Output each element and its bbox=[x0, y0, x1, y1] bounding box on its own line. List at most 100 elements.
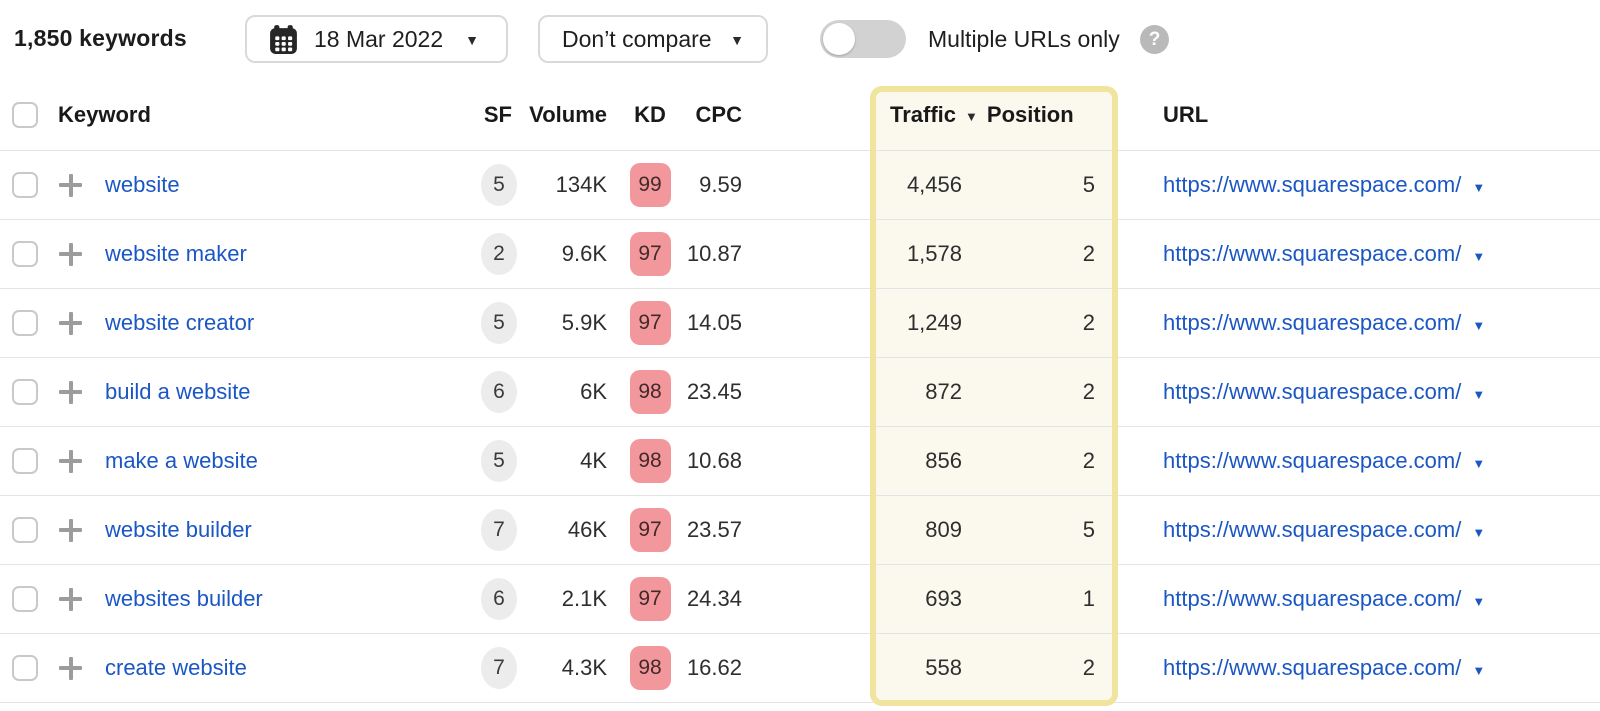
plus-icon bbox=[59, 587, 82, 611]
add-to-list-button[interactable] bbox=[59, 311, 82, 335]
add-to-list-button[interactable] bbox=[59, 587, 82, 611]
volume-value: 46K bbox=[567, 517, 607, 542]
kd-badge: 99 bbox=[629, 163, 671, 207]
url-dropdown-icon[interactable]: ▼ bbox=[1472, 317, 1486, 333]
volume-value: 134K bbox=[555, 172, 607, 197]
keyword-link[interactable]: website builder bbox=[105, 517, 252, 542]
row-checkbox[interactable] bbox=[12, 655, 38, 681]
help-icon[interactable]: ? bbox=[1140, 25, 1169, 54]
url-dropdown-icon[interactable]: ▼ bbox=[1472, 248, 1486, 264]
toggle-knob bbox=[823, 23, 855, 55]
chevron-down-icon: ▼ bbox=[465, 32, 479, 48]
url-link[interactable]: https://www.squarespace.com/ bbox=[1163, 310, 1462, 335]
column-header-kd[interactable]: KD bbox=[634, 102, 666, 127]
row-checkbox[interactable] bbox=[12, 379, 38, 405]
column-header-sf[interactable]: SF bbox=[483, 102, 512, 127]
traffic-value: 558 bbox=[925, 655, 962, 680]
column-header-traffic[interactable]: Traffic bbox=[890, 102, 957, 127]
table-row: website builder 7 46K 97 23.57 809 5 htt… bbox=[0, 495, 1600, 564]
traffic-value: 872 bbox=[925, 379, 962, 404]
kd-badge: 97 bbox=[629, 577, 671, 621]
row-checkbox[interactable] bbox=[12, 310, 38, 336]
sf-badge: 6 bbox=[481, 578, 517, 620]
position-value: 2 bbox=[1082, 241, 1095, 266]
sf-badge: 5 bbox=[481, 164, 517, 206]
column-header-url[interactable]: URL bbox=[1163, 102, 1209, 127]
keywords-count: 1,850 keywords bbox=[14, 25, 187, 51]
plus-icon bbox=[59, 656, 82, 680]
url-dropdown-icon[interactable]: ▼ bbox=[1472, 662, 1486, 678]
sf-badge: 2 bbox=[481, 233, 517, 275]
url-link[interactable]: https://www.squarespace.com/ bbox=[1163, 517, 1462, 542]
add-to-list-button[interactable] bbox=[59, 173, 82, 197]
keyword-link[interactable]: create website bbox=[105, 655, 247, 680]
highlight-box-fill bbox=[870, 86, 1118, 706]
cpc-value: 23.45 bbox=[686, 379, 742, 404]
url-dropdown-icon[interactable]: ▼ bbox=[1472, 455, 1486, 471]
cpc-value: 9.59 bbox=[699, 172, 742, 197]
sf-badge: 5 bbox=[481, 440, 517, 482]
keyword-link[interactable]: website maker bbox=[105, 241, 247, 266]
volume-value: 4K bbox=[580, 448, 607, 473]
row-checkbox[interactable] bbox=[12, 172, 38, 198]
row-checkbox[interactable] bbox=[12, 586, 38, 612]
cpc-value: 16.62 bbox=[686, 655, 742, 680]
sf-badge: 5 bbox=[481, 302, 517, 344]
row-checkbox[interactable] bbox=[12, 517, 38, 543]
column-header-cpc[interactable]: CPC bbox=[695, 102, 742, 127]
url-link[interactable]: https://www.squarespace.com/ bbox=[1163, 655, 1462, 680]
cpc-value: 24.34 bbox=[686, 586, 742, 611]
table-row: make a website 5 4K 98 10.68 856 2 https… bbox=[0, 426, 1600, 495]
url-dropdown-icon[interactable]: ▼ bbox=[1472, 524, 1486, 540]
column-header-keyword[interactable]: Keyword bbox=[58, 102, 151, 127]
url-link[interactable]: https://www.squarespace.com/ bbox=[1163, 448, 1462, 473]
url-link[interactable]: https://www.squarespace.com/ bbox=[1163, 172, 1462, 197]
position-value: 2 bbox=[1082, 655, 1095, 680]
url-dropdown-icon[interactable]: ▼ bbox=[1472, 179, 1486, 195]
add-to-list-button[interactable] bbox=[59, 449, 82, 473]
traffic-value: 1,249 bbox=[906, 310, 962, 335]
url-link[interactable]: https://www.squarespace.com/ bbox=[1163, 241, 1462, 266]
add-to-list-button[interactable] bbox=[59, 242, 82, 266]
sf-badge: 6 bbox=[481, 371, 517, 413]
volume-value: 2.1K bbox=[561, 586, 607, 611]
column-header-position[interactable]: Position bbox=[986, 102, 1074, 127]
url-dropdown-icon[interactable]: ▼ bbox=[1472, 386, 1486, 402]
volume-value: 9.6K bbox=[561, 241, 607, 266]
table-row: website 5 134K 99 9.59 4,456 5 https://w… bbox=[0, 150, 1600, 219]
url-link[interactable]: https://www.squarespace.com/ bbox=[1163, 586, 1462, 611]
table-row: website creator 5 5.9K 97 14.05 1,249 2 … bbox=[0, 288, 1600, 357]
keyword-link[interactable]: website creator bbox=[105, 310, 255, 335]
keyword-link[interactable]: websites builder bbox=[105, 586, 263, 611]
position-value: 5 bbox=[1082, 517, 1095, 542]
keyword-link[interactable]: make a website bbox=[105, 448, 258, 473]
add-to-list-button[interactable] bbox=[59, 656, 82, 680]
column-header-volume[interactable]: Volume bbox=[529, 102, 607, 127]
table-row: websites builder 6 2.1K 97 24.34 693 1 h… bbox=[0, 564, 1600, 633]
cpc-value: 10.68 bbox=[686, 448, 742, 473]
keywords-table: Keyword SF Volume KD CPC Traffic ▼ Posit… bbox=[0, 80, 1600, 706]
url-dropdown-icon[interactable]: ▼ bbox=[1472, 593, 1486, 609]
add-to-list-button[interactable] bbox=[59, 380, 82, 404]
plus-icon bbox=[59, 449, 82, 473]
url-link[interactable]: https://www.squarespace.com/ bbox=[1163, 379, 1462, 404]
table-header-row: Keyword SF Volume KD CPC Traffic ▼ Posit… bbox=[0, 80, 1600, 150]
row-checkbox[interactable] bbox=[12, 241, 38, 267]
select-all-checkbox[interactable] bbox=[12, 102, 38, 128]
kd-badge: 97 bbox=[629, 301, 671, 345]
date-picker-button[interactable]: 18 Mar 2022 ▼ bbox=[245, 15, 508, 63]
compare-mode-button[interactable]: Don’t compare ▼ bbox=[538, 15, 768, 63]
plus-icon bbox=[59, 173, 82, 197]
keyword-link[interactable]: website bbox=[105, 172, 180, 197]
traffic-value: 4,456 bbox=[906, 172, 962, 197]
add-to-list-button[interactable] bbox=[59, 518, 82, 542]
position-value: 1 bbox=[1082, 586, 1095, 611]
kd-badge: 98 bbox=[629, 370, 671, 414]
keyword-link[interactable]: build a website bbox=[105, 379, 251, 404]
position-value: 5 bbox=[1082, 172, 1095, 197]
row-checkbox[interactable] bbox=[12, 448, 38, 474]
multiple-urls-toggle[interactable] bbox=[820, 20, 906, 58]
table-body: website 5 134K 99 9.59 4,456 5 https://w… bbox=[0, 150, 1600, 703]
kd-badge: 97 bbox=[629, 232, 671, 276]
sf-badge: 7 bbox=[481, 647, 517, 689]
